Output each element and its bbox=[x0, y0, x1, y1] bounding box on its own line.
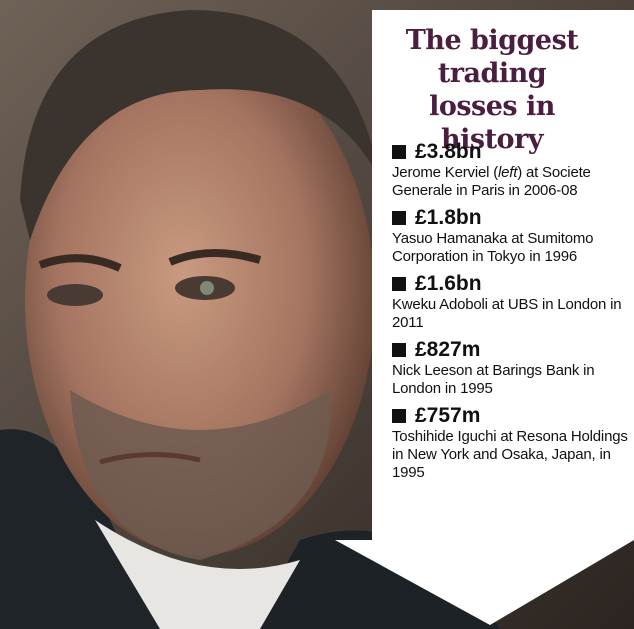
amount: £757m bbox=[415, 404, 481, 427]
hair bbox=[20, 10, 380, 240]
bullet bbox=[392, 277, 406, 291]
description: Nick Leeson at Barings Bank in London in… bbox=[392, 362, 632, 398]
description-text: Nick Leeson at Barings Bank in London in… bbox=[392, 362, 595, 397]
amount-row: £827m bbox=[392, 338, 632, 362]
iris bbox=[200, 281, 214, 295]
jacket bbox=[0, 429, 160, 629]
arrow-panel bbox=[335, 10, 634, 625]
description-text: Kweku Adoboli at UBS in London in 2011 bbox=[392, 296, 622, 331]
amount-row: £1.8bn bbox=[392, 206, 632, 230]
amount: £827m bbox=[415, 338, 481, 361]
bullet bbox=[392, 211, 406, 225]
description-text: Yasuo Hamanaka at Sumitomo Corporation i… bbox=[392, 230, 594, 265]
entry-list: £3.8bn Jerome Kerviel (left) at Societe G… bbox=[392, 140, 632, 488]
amount: £1.6bn bbox=[415, 272, 482, 295]
entry: £827m Nick Leeson at Barings Bank in Lond… bbox=[392, 338, 632, 398]
description-text: Toshihide Iguchi at Resona Holdings in N… bbox=[392, 428, 628, 481]
jacket bbox=[250, 530, 500, 629]
panel-title: The biggest trading losses in history bbox=[405, 25, 579, 155]
amount: £1.8bn bbox=[415, 206, 482, 229]
description-text: ) at Societe Generale in Paris in 2006-0… bbox=[392, 164, 591, 199]
amount-row: £3.8bn bbox=[392, 140, 632, 164]
entry: £3.8bn Jerome Kerviel (left) at Societe G… bbox=[392, 140, 632, 200]
entry: £757m Toshihide Iguchi at Resona Holdings… bbox=[392, 404, 632, 482]
mouth bbox=[99, 451, 201, 465]
description: Jerome Kerviel (left) at Societe General… bbox=[392, 164, 632, 200]
shirt bbox=[95, 520, 300, 629]
amount: £3.8bn bbox=[415, 140, 482, 163]
entry: £1.8bn Yasuo Hamanaka at Sumitomo Corpora… bbox=[392, 206, 632, 266]
description: Toshihide Iguchi at Resona Holdings in N… bbox=[392, 428, 632, 482]
eye bbox=[47, 284, 103, 306]
bullet bbox=[392, 145, 406, 159]
amount-row: £757m bbox=[392, 404, 632, 428]
description: Kweku Adoboli at UBS in London in 2011 bbox=[392, 296, 632, 332]
bullet bbox=[392, 343, 406, 357]
amount-row: £1.6bn bbox=[392, 272, 632, 296]
beard bbox=[70, 390, 331, 560]
description-text: Jerome Kerviel ( bbox=[392, 164, 498, 181]
eyebrow bbox=[38, 249, 262, 272]
bullet bbox=[392, 409, 406, 423]
entry: £1.6bn Kweku Adoboli at UBS in London in … bbox=[392, 272, 632, 332]
description: Yasuo Hamanaka at Sumitomo Corporation i… bbox=[392, 230, 632, 266]
description-text: left bbox=[498, 164, 518, 181]
